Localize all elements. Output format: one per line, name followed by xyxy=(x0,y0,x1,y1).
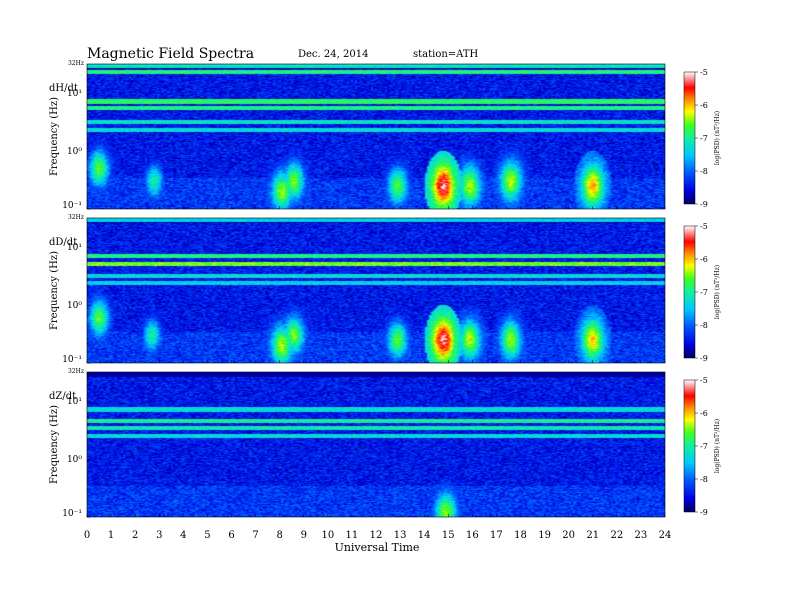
x-tick-label: 8 xyxy=(276,530,282,541)
top-frequency-label: 32Hz xyxy=(68,214,84,221)
colorbar-tick-label: -5 xyxy=(700,376,708,385)
colorbar-tick-label: -7 xyxy=(700,442,708,451)
x-axis-label: Universal Time xyxy=(335,541,420,554)
x-tick-label: 9 xyxy=(301,530,307,541)
top-frequency-label: 32Hz xyxy=(68,368,84,375)
colorbar-tick-label: -5 xyxy=(700,222,708,231)
y-axis-label: Frequency (Hz) xyxy=(49,251,60,330)
x-axis: 0 1 2 3 4 5 6 7 8 9 10 11 12 13 14 15 16 17 18 19 20 21 22 23 24… xyxy=(84,530,672,554)
y-axis-label: Frequency (Hz) xyxy=(49,97,60,176)
y-tick-label: 10⁰ xyxy=(67,301,82,311)
panel-2: dD/dt 32Hz 10¹ 10⁰ 10⁻¹ Frequency (Hz) -5 -6 -7 -… xyxy=(49,214,721,365)
colorbar-tick-label: -9 xyxy=(700,354,708,363)
panel-3: dZ/dt 32Hz 10¹ 10⁰ 10⁻¹ Frequency (Hz) -5 -6 -7 -… xyxy=(49,368,721,519)
figure-station: station=ATH xyxy=(413,49,479,60)
colorbar-tick-label: -8 xyxy=(700,475,708,484)
y-tick-label: 10⁻¹ xyxy=(62,201,82,211)
y-tick-label: 10¹ xyxy=(67,243,82,253)
x-tick-label: 15 xyxy=(442,530,455,541)
colorbar-tick-label: -6 xyxy=(700,409,708,418)
x-tick-label: 3 xyxy=(156,530,162,541)
x-tick-label: 6 xyxy=(228,530,234,541)
panel-1: dH/dt 32Hz 10¹ 10⁰ 10⁻¹ Frequency (Hz) -5 -6 -7 -… xyxy=(49,60,721,211)
x-tick-label: 2 xyxy=(132,530,138,541)
colorbar-tick-label: -9 xyxy=(700,508,708,517)
x-tick-label: 17 xyxy=(490,530,503,541)
x-tick-label: 23 xyxy=(635,530,648,541)
y-axis-label: Frequency (Hz) xyxy=(49,405,60,484)
x-tick-label: 18 xyxy=(514,530,527,541)
x-tick-label: 4 xyxy=(180,530,186,541)
y-tick-label: 10⁻¹ xyxy=(62,509,82,519)
x-tick-label: 14 xyxy=(418,530,431,541)
spectrogram-image xyxy=(87,372,665,517)
x-tick-label: 1 xyxy=(108,530,114,541)
x-tick-label: 20 xyxy=(562,530,575,541)
figure-title: Magnetic Field Spectra xyxy=(87,46,254,62)
top-frequency-label: 32Hz xyxy=(68,60,84,67)
y-tick-label: 10⁰ xyxy=(67,455,82,465)
x-tick-label: 7 xyxy=(252,530,258,541)
colorbar-tick-label: -8 xyxy=(700,321,708,330)
x-tick-label: 0 xyxy=(84,530,90,541)
x-tick-label: 10 xyxy=(321,530,334,541)
colorbar-tick-label: -6 xyxy=(700,101,708,110)
x-tick-label: 5 xyxy=(204,530,210,541)
panels-group: dH/dt 32Hz 10¹ 10⁰ 10⁻¹ Frequency (Hz) -5 -6 -7 -… xyxy=(49,60,721,519)
colorbar-tick-label: -6 xyxy=(700,255,708,264)
figure-date: Dec. 24, 2014 xyxy=(298,49,368,60)
x-tick-label: 13 xyxy=(394,530,407,541)
x-tick-labels: 0 1 2 3 4 5 6 7 8 9 10 11 12 13 14 15 16 17 18 19 20 21 22 23 24 xyxy=(84,530,672,541)
y-tick-label: 10⁰ xyxy=(67,147,82,157)
spectrogram-image xyxy=(87,218,665,363)
spectrogram-image xyxy=(87,64,665,209)
component-label: dH/dt xyxy=(49,83,78,94)
x-tick-label: 12 xyxy=(370,530,383,541)
colorbar xyxy=(683,379,696,513)
colorbar-tick-label: -7 xyxy=(700,288,708,297)
component-label: dD/dt xyxy=(49,237,77,248)
y-tick-label: 10¹ xyxy=(67,89,82,99)
colorbar xyxy=(683,71,696,205)
x-tick-label: 16 xyxy=(466,530,479,541)
x-tick-label: 19 xyxy=(538,530,551,541)
x-tick-label: 21 xyxy=(586,530,599,541)
colorbar-tick-label: -5 xyxy=(700,68,708,77)
y-tick-label: 10⁻¹ xyxy=(62,355,82,365)
colorbar-label: log(PSD) (nT²/Hz) xyxy=(714,419,721,473)
colorbar-label: log(PSD) (nT²/Hz) xyxy=(714,265,721,319)
colorbar xyxy=(683,225,696,359)
colorbar-tick-label: -8 xyxy=(700,167,708,176)
x-tick-label: 22 xyxy=(610,530,623,541)
colorbar-tick-label: -7 xyxy=(700,134,708,143)
y-tick-label: 10¹ xyxy=(67,397,82,407)
colorbar-label: log(PSD) (nT²/Hz) xyxy=(714,111,721,165)
component-label: dZ/dt xyxy=(49,391,76,402)
x-tick-label: 24 xyxy=(659,530,672,541)
colorbar-tick-label: -9 xyxy=(700,200,708,209)
x-tick-label: 11 xyxy=(346,530,359,541)
